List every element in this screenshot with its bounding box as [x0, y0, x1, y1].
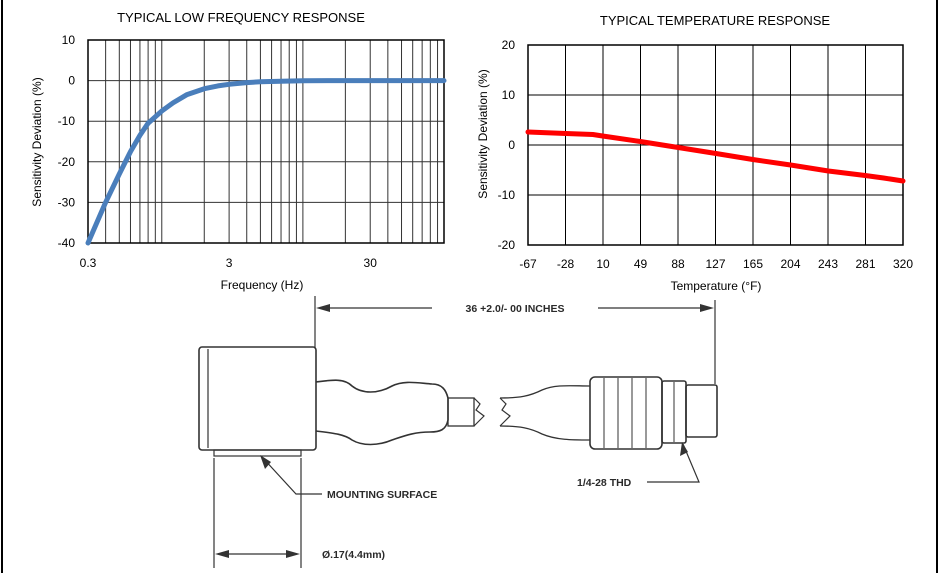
chart2-title: TYPICAL TEMPERATURE RESPONSE — [600, 13, 831, 28]
chart1-x-ticks: 0.3 3 30 — [80, 256, 378, 270]
cable-sleeve-left — [447, 397, 475, 427]
chart1-y-ticks: 10 0 -10 -20 -30 -40 — [58, 33, 76, 250]
sensor-body — [198, 346, 317, 451]
dim-arrow-left — [316, 304, 330, 312]
chart1-series-line-0 — [85, 78, 447, 246]
cable-break-left — [473, 397, 485, 427]
chart2-y-tick-label: 0 — [508, 138, 515, 152]
chart2-x-ticks: -67 -28 10 49 88 127 165 204 243 281 320 — [519, 257, 913, 271]
chart1-x-label: Frequency (Hz) — [221, 278, 304, 292]
width-arrow-left — [215, 550, 229, 558]
sensor-drawing — [198, 296, 718, 568]
chart2-y-tick-label: 20 — [502, 38, 516, 52]
temperature-chart: TYPICAL TEMPERATURE RESPONSE 20 10 0 -10 -20… — [476, 13, 913, 293]
chart2-x-tick-label: 165 — [743, 257, 763, 271]
chart2-x-tick-label: -28 — [557, 257, 575, 271]
chart2-plot-area — [527, 44, 904, 246]
chart1-y-tick-label: -30 — [58, 195, 76, 209]
chart2-x-tick-label: 320 — [893, 257, 913, 271]
cable-break-right — [499, 397, 511, 427]
chart2-x-tick-label: 281 — [855, 257, 875, 271]
chart2-x-label: Temperature (°F) — [671, 279, 762, 293]
chart2-y-ticks: 20 10 0 -10 -20 — [498, 38, 516, 252]
connector-nut — [589, 376, 663, 450]
mounting-pad — [213, 449, 302, 457]
dim-arrow-right — [700, 304, 714, 312]
chart2-y-tick-label: -10 — [498, 188, 516, 202]
chart2-x-tick-label: 88 — [671, 257, 685, 271]
chart1-series — [85, 78, 447, 246]
mounting-leader-arrow — [260, 455, 271, 469]
chart2-x-tick-label: 127 — [705, 257, 725, 271]
mounting-surface-label: MOUNTING SURFACE — [327, 489, 437, 501]
thread-label: 1/4-28 THD — [577, 477, 632, 489]
chart1-x-tick-label: 30 — [364, 256, 378, 270]
chart1-title: TYPICAL LOW FREQUENCY RESPONSE — [117, 10, 365, 25]
chart2-series — [525, 129, 906, 184]
chart1-x-tick-label: 0.3 — [80, 256, 97, 270]
thread-leader — [647, 443, 700, 483]
chart1-y-tick-label: -10 — [58, 114, 76, 128]
chart1-y-tick-label: -20 — [58, 155, 76, 169]
chart1-y-tick-label: 10 — [62, 33, 76, 47]
width-arrow-right — [286, 550, 300, 558]
chart2-y-tick-label: 10 — [502, 88, 516, 102]
chart2-x-tick-label: 49 — [634, 257, 648, 271]
chart2-x-tick-label: 10 — [596, 257, 610, 271]
chart1-y-tick-label: -40 — [58, 236, 76, 250]
chart2-grid — [528, 45, 903, 245]
chart2-y-tick-label: -20 — [498, 238, 516, 252]
cable-right — [499, 385, 591, 441]
connector-thread — [685, 384, 718, 438]
chart1-y-tick-label: 0 — [68, 74, 75, 88]
chart1-grid — [88, 40, 444, 243]
chart1-x-tick-label: 3 — [226, 256, 233, 270]
cable-boot — [315, 379, 449, 446]
chart2-x-tick-label: 243 — [818, 257, 838, 271]
chart2-x-tick-label: 204 — [780, 257, 800, 271]
thread-leader-arrow — [680, 442, 688, 456]
chart2-y-label: Sensitivity Deviation (%) — [476, 69, 490, 198]
chart1-y-label: Sensitivity Deviation (%) — [30, 77, 44, 206]
chart2-series-line-0 — [525, 129, 906, 184]
width-label: Ø.17(4.4mm) — [322, 549, 385, 561]
mounting-leader — [261, 456, 322, 495]
chart1-plot-area — [87, 39, 445, 244]
low-frequency-chart: TYPICAL LOW FREQUENCY RESPONSE 10 0 -10 -20… — [30, 10, 447, 292]
chart2-x-tick-label: -67 — [519, 257, 537, 271]
cable-length-label: 36 +2.0/- 00 INCHES — [466, 303, 565, 315]
